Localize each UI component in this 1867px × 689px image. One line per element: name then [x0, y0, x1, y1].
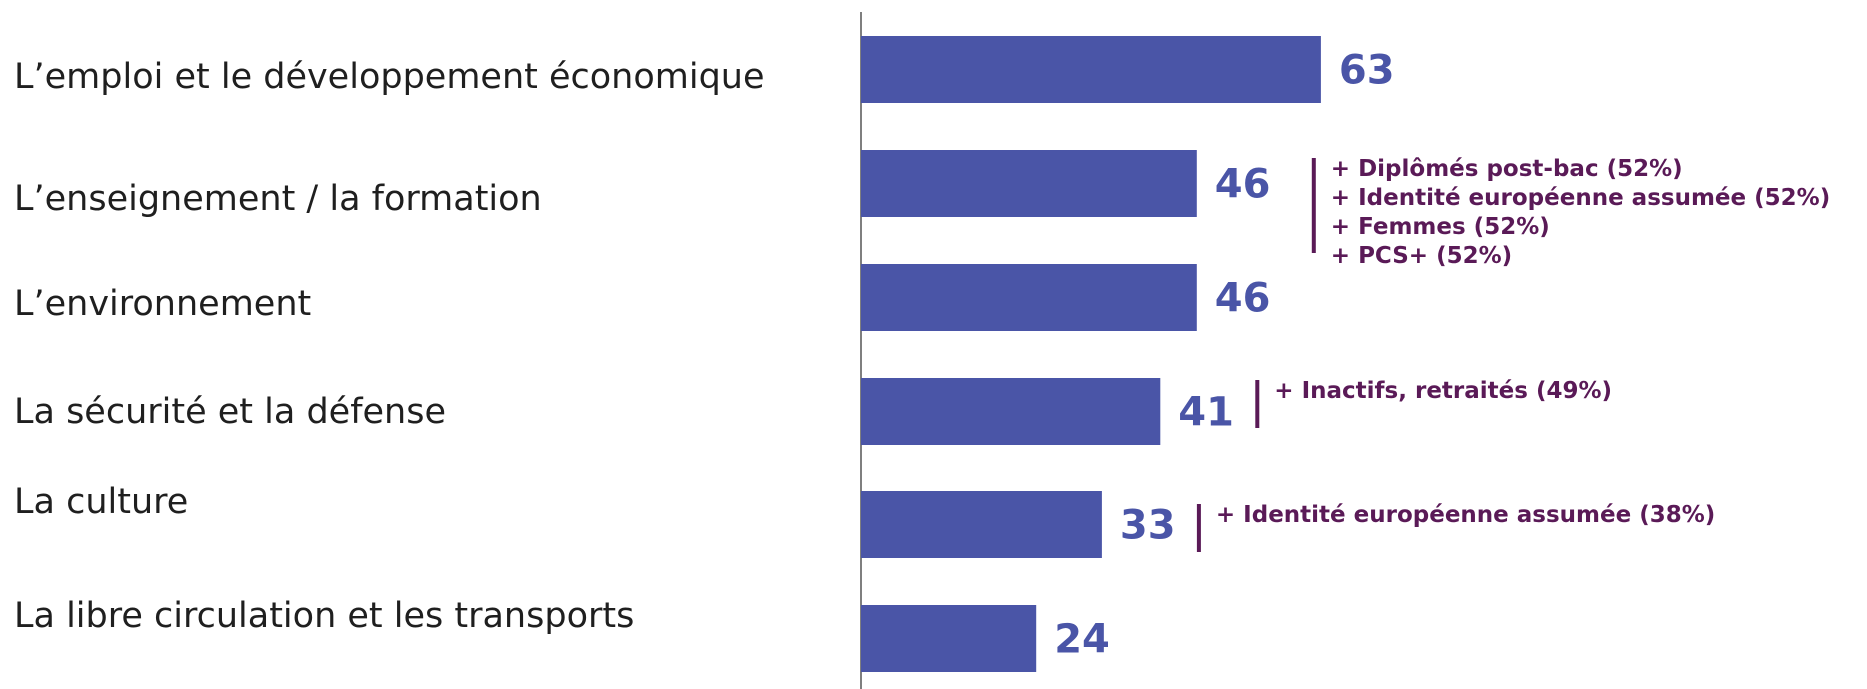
bar — [861, 378, 1161, 445]
annotation: + Diplômés post-bac (52%) + Identité euro… — [1311, 156, 1830, 269]
value-label: 24 — [1054, 617, 1110, 663]
bar — [861, 605, 1037, 672]
annotation-line: + Inactifs, retraités (49%) — [1274, 378, 1612, 404]
category-label: La sécurité et la défense — [14, 392, 446, 432]
annotation-line: + Identité européenne assumée (52%) — [1331, 185, 1830, 211]
category-label: L’environnement — [14, 284, 311, 324]
bars — [861, 36, 1321, 672]
annotation-line: + PCS+ (52%) — [1331, 243, 1512, 269]
annotation-line: + Diplômés post-bac (52%) — [1331, 156, 1683, 182]
category-label: La libre circulation et les transports — [14, 596, 634, 636]
value-label: 63 — [1339, 48, 1395, 94]
annotation-line: + Identité européenne assumée (38%) — [1216, 502, 1715, 528]
category-labels: L’emploi et le développement économique L… — [14, 57, 765, 636]
bar — [861, 264, 1197, 331]
annotation-line: + Femmes (52%) — [1331, 214, 1550, 240]
bar — [861, 150, 1197, 217]
bar — [861, 36, 1321, 103]
annotation: + Inactifs, retraités (49%) — [1255, 378, 1612, 428]
value-label: 41 — [1178, 390, 1234, 436]
value-label: 33 — [1120, 503, 1176, 549]
annotations: + Diplômés post-bac (52%) + Identité euro… — [1196, 156, 1830, 552]
value-label: 46 — [1215, 162, 1271, 208]
category-label: L’emploi et le développement économique — [14, 57, 765, 97]
bar — [861, 491, 1102, 558]
category-label: L’enseignement / la formation — [14, 179, 542, 219]
value-label: 46 — [1215, 276, 1271, 322]
value-labels: 63 46 46 41 33 24 — [1054, 48, 1394, 663]
annotation: + Identité européenne assumée (38%) — [1196, 502, 1715, 552]
category-label: La culture — [14, 482, 188, 522]
